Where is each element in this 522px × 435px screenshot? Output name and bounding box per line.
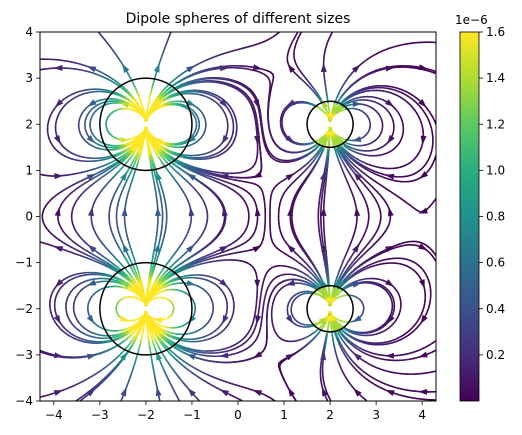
streamline-arrow [87,354,97,360]
streamline-arrow [54,135,61,144]
streamline-arrow [53,65,62,71]
streamline-arrow [55,207,61,216]
streamlines [40,32,436,401]
chart-title: Dipole spheres of different sizes [126,11,351,27]
streamline-arrow [54,173,63,179]
streamline-arrow [54,390,63,396]
streamline-arrow [54,246,64,252]
streamline-arrow [87,315,95,324]
